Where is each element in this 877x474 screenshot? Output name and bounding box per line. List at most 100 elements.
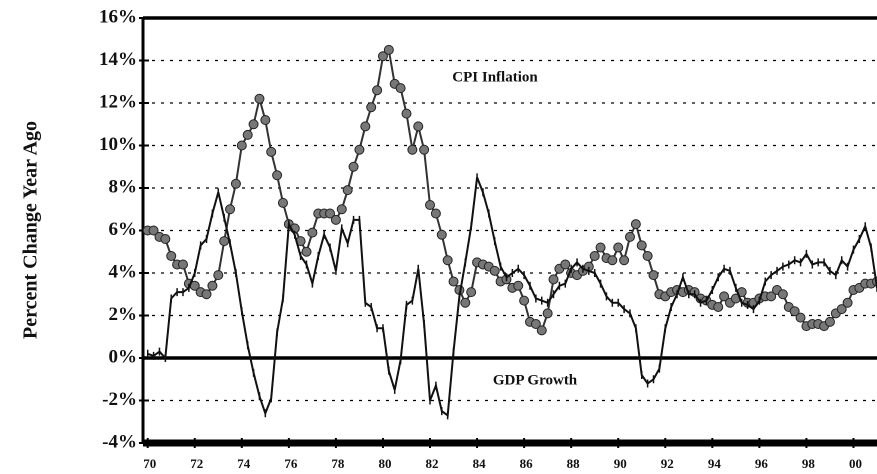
marker [719,291,730,302]
y-axis-title: Percent Change Year Ago [20,121,42,339]
marker [513,280,524,291]
x-tick-label: 98 [802,456,816,471]
marker [260,115,271,125]
marker [401,108,412,119]
marker [824,316,835,327]
x-tick-label: 94 [708,456,722,471]
marker [201,289,212,300]
annotation: CPI Inflation [452,69,538,85]
marker [777,289,788,300]
x-tick-label: 72 [190,456,203,471]
marker [619,255,630,266]
y-tick-label: 16% [99,6,137,27]
marker [236,140,247,151]
marker [436,229,447,240]
marker [383,44,394,55]
marker [330,214,341,225]
marker [630,219,641,230]
y-tick-label: 14% [99,49,137,70]
marker [542,308,553,319]
marker [366,102,377,113]
marker [307,227,318,238]
marker [766,291,777,302]
marker [177,259,188,270]
x-tick-label: 86 [520,456,534,471]
y-tick-label: 12% [99,91,137,112]
marker [419,144,430,155]
marker [648,270,659,281]
marker [642,251,653,261]
marker [266,146,277,157]
marker [301,246,312,257]
marker [372,85,383,96]
marker [377,51,388,62]
y-tick-label: 0% [109,346,138,367]
marker [230,178,241,189]
marker [407,144,418,155]
marker [624,231,635,242]
marker [442,255,453,266]
marker [560,259,571,270]
x-tick-label: 76 [284,456,298,471]
y-tick-label: 6% [109,219,138,240]
marker [160,234,171,244]
marker [248,119,259,130]
y-tick-label: 8% [109,176,138,197]
marker [519,295,530,306]
y-tick-label: -2% [102,389,137,410]
marker [607,255,618,266]
marker [207,280,218,291]
marker [613,242,624,253]
marker [219,236,230,247]
x-tick-label: 92 [661,456,674,471]
x-tick-label: 84 [473,456,487,471]
marker [348,161,359,172]
y-tick-label: 2% [109,304,138,325]
x-tick-label: 78 [331,456,345,471]
marker [430,208,441,219]
marker [589,251,600,261]
marker [225,204,236,215]
marker [254,93,265,104]
marker [548,274,559,285]
x-tick-label: 82 [426,456,439,471]
y-tick-label: 4% [109,261,138,282]
marker [466,287,477,298]
annotation: GDP Growth [493,372,578,388]
x-tick-label: 90 [614,456,627,471]
marker [836,304,847,315]
marker [795,312,806,323]
marker [325,208,336,219]
marker [530,319,541,329]
marker [842,297,853,308]
marker [460,297,471,308]
x-tick-label: 00 [849,456,862,471]
marker [448,276,459,287]
marker [336,204,347,215]
x-tick-label: 70 [143,456,156,471]
marker [636,240,647,251]
y-tick-label: 10% [99,134,137,155]
marker [395,83,406,94]
marker [342,185,353,196]
marker [489,265,500,276]
marker [536,325,547,336]
x-tick-label: 80 [378,456,391,471]
marker [413,121,424,132]
marker [789,306,800,317]
x-tick-label: 96 [755,456,769,471]
marker [360,121,371,132]
y-tick-label: -4% [102,431,137,452]
marker [272,170,283,181]
marker [595,242,606,253]
marker [166,251,177,261]
marker [213,270,224,281]
marker [277,197,288,208]
x-tick-label: 74 [237,456,251,471]
marker [242,129,253,140]
marker [713,302,724,312]
x-tick-label: 88 [567,456,581,471]
marker [425,200,436,210]
